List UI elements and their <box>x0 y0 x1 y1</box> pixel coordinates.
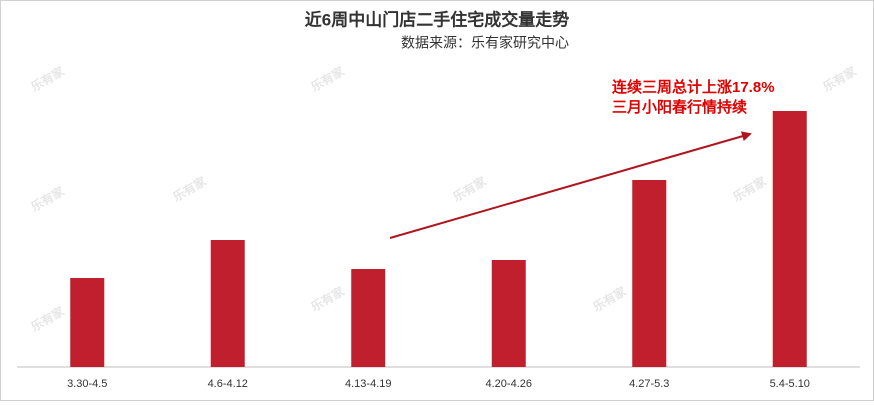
bar <box>210 240 245 367</box>
annotation: 三月小阳春行情持续 <box>612 98 747 116</box>
bar <box>491 260 526 367</box>
trend-arrow <box>389 131 752 239</box>
bar <box>70 278 105 367</box>
annotation: 连续三周总计上涨17.8% <box>612 78 775 96</box>
bar <box>632 180 667 367</box>
x-tick-label: 4.6-4.12 <box>208 378 248 390</box>
chart-subtitle: 数据来源：乐有家研究中心 <box>401 35 569 51</box>
x-tick-label: 5.4-5.10 <box>770 378 810 390</box>
bar <box>351 269 386 367</box>
x-tick-label: 4.13-4.19 <box>345 378 391 390</box>
chart-title: 近6周中山门店二手住宅成交量走势 <box>305 9 569 29</box>
x-tick-label: 4.20-4.26 <box>486 378 532 390</box>
x-tick-label: 4.27-5.3 <box>629 378 669 390</box>
bar <box>772 111 807 367</box>
x-tick-label: 3.30-4.5 <box>67 378 107 390</box>
